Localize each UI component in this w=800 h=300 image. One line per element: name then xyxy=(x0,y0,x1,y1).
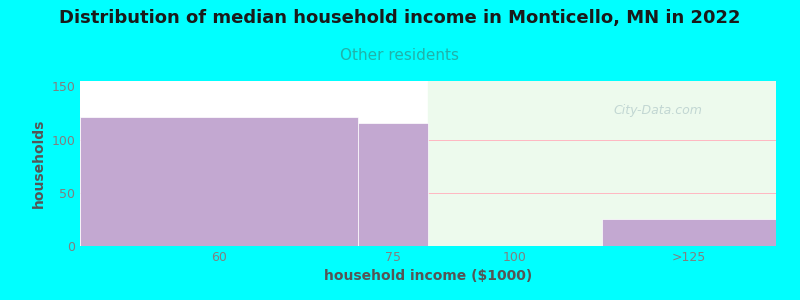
Text: Other residents: Other residents xyxy=(341,48,459,63)
Bar xyxy=(80,117,358,246)
Text: Distribution of median household income in Monticello, MN in 2022: Distribution of median household income … xyxy=(59,9,741,27)
Bar xyxy=(358,122,428,246)
Text: City-Data.com: City-Data.com xyxy=(614,104,702,117)
X-axis label: household income ($1000): household income ($1000) xyxy=(324,269,532,284)
Bar xyxy=(428,81,776,246)
Bar xyxy=(602,219,776,246)
Y-axis label: households: households xyxy=(32,119,46,208)
